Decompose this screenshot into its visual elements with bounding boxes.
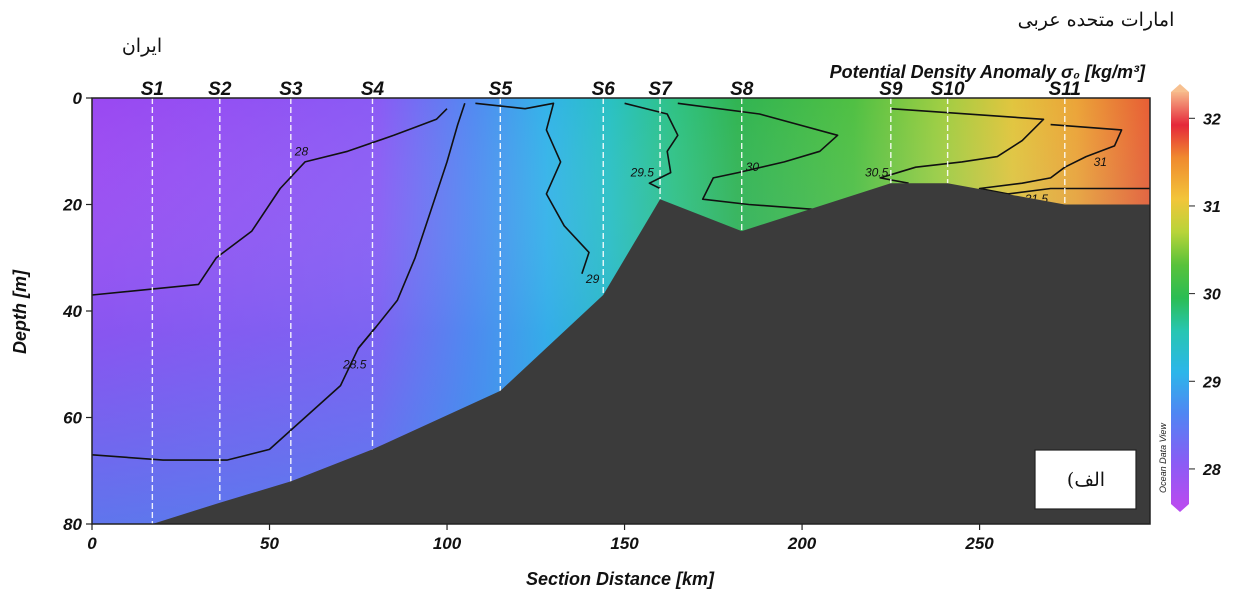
- station-lines: [151, 98, 1066, 524]
- x-tick-label-100: 100: [433, 534, 462, 553]
- colorbar-ticks: 28 29 30 31 32: [1189, 111, 1221, 479]
- station-label-s3: S3: [279, 79, 303, 100]
- colorbar-top-cap: [1171, 84, 1189, 92]
- x-tick-label-50: 50: [260, 534, 279, 553]
- contour-28-5-2: [357, 326, 377, 349]
- station-label-s7: S7: [648, 79, 673, 100]
- station-label-s10: S10: [931, 79, 965, 100]
- contour-lines: [92, 102, 1150, 461]
- x-tick-label-0: 0: [87, 534, 97, 553]
- x-tick-label-200: 200: [787, 534, 817, 553]
- y-axis-title: Depth [m]: [10, 269, 30, 354]
- contour-31-7: [978, 123, 1123, 195]
- station-label-s9: S9: [879, 79, 903, 100]
- cbar-tick-label-30: 30: [1203, 287, 1221, 304]
- y-tick-label-80: 80: [63, 515, 82, 534]
- x-tick-label-250: 250: [964, 534, 994, 553]
- contour-label-29-5: 29.5: [630, 166, 655, 180]
- contour-28-0: [92, 108, 448, 296]
- label-iran: ایران: [122, 35, 162, 57]
- contour-29-3: [475, 102, 590, 274]
- contour-label-30-5: 30.5: [865, 166, 889, 180]
- contour-label-29: 29: [585, 272, 600, 286]
- station-label-s5: S5: [489, 79, 513, 100]
- colorbar-gradient: [1171, 92, 1189, 504]
- cbar-tick-label-29: 29: [1202, 374, 1221, 391]
- ocean-data-view-watermark: Ocean Data View: [1158, 423, 1168, 493]
- contour-label-30: 30: [746, 160, 760, 174]
- panel-tag-box: [1034, 449, 1137, 510]
- y-axis: 0 20 40 60 80: [62, 89, 92, 534]
- cbar-tick-label-32: 32: [1203, 111, 1221, 128]
- x-tick-label-150: 150: [610, 534, 639, 553]
- station-label-s4: S4: [361, 79, 385, 100]
- x-axis-title: Section Distance [km]: [526, 569, 715, 589]
- colorbar-bottom-cap: [1171, 504, 1189, 512]
- y-tick-label-20: 20: [62, 196, 82, 215]
- contour-30-5-6: [879, 107, 1045, 184]
- station-label-s6: S6: [592, 79, 616, 100]
- cbar-tick-label-31: 31: [1203, 199, 1221, 216]
- seabed: [92, 183, 1150, 524]
- station-label-s1: S1: [141, 79, 164, 100]
- station-labels: S1 S2 S3 S4 S5 S6 S7 S8 S9 S10 S11: [141, 79, 1081, 100]
- panel-tag: الف): [1067, 469, 1105, 491]
- y-tick-label-0: 0: [73, 89, 83, 108]
- y-tick-label-40: 40: [62, 302, 82, 321]
- contour-label-28-5: 28.5: [342, 357, 367, 371]
- chart-title: Potential Density Anomaly σ₀ [kg/m³]: [830, 62, 1146, 82]
- contour-label-28: 28: [294, 144, 309, 158]
- contour-29-5-4: [624, 102, 679, 190]
- station-label-s11: S11: [1049, 79, 1081, 100]
- station-label-s8: S8: [730, 79, 754, 100]
- cbar-tick-label-28: 28: [1202, 462, 1221, 479]
- label-uae: امارات متحده عربی: [1018, 9, 1175, 31]
- contour-31-5-8: [1007, 187, 1150, 195]
- x-axis: 0 50 100 150 200 250: [87, 524, 994, 553]
- station-label-s2: S2: [208, 79, 232, 100]
- y-tick-label-60: 60: [63, 409, 82, 428]
- colorbar: 28 29 30 31 32 Ocean Data View: [1158, 84, 1221, 512]
- contour-label-31: 31: [1094, 155, 1107, 169]
